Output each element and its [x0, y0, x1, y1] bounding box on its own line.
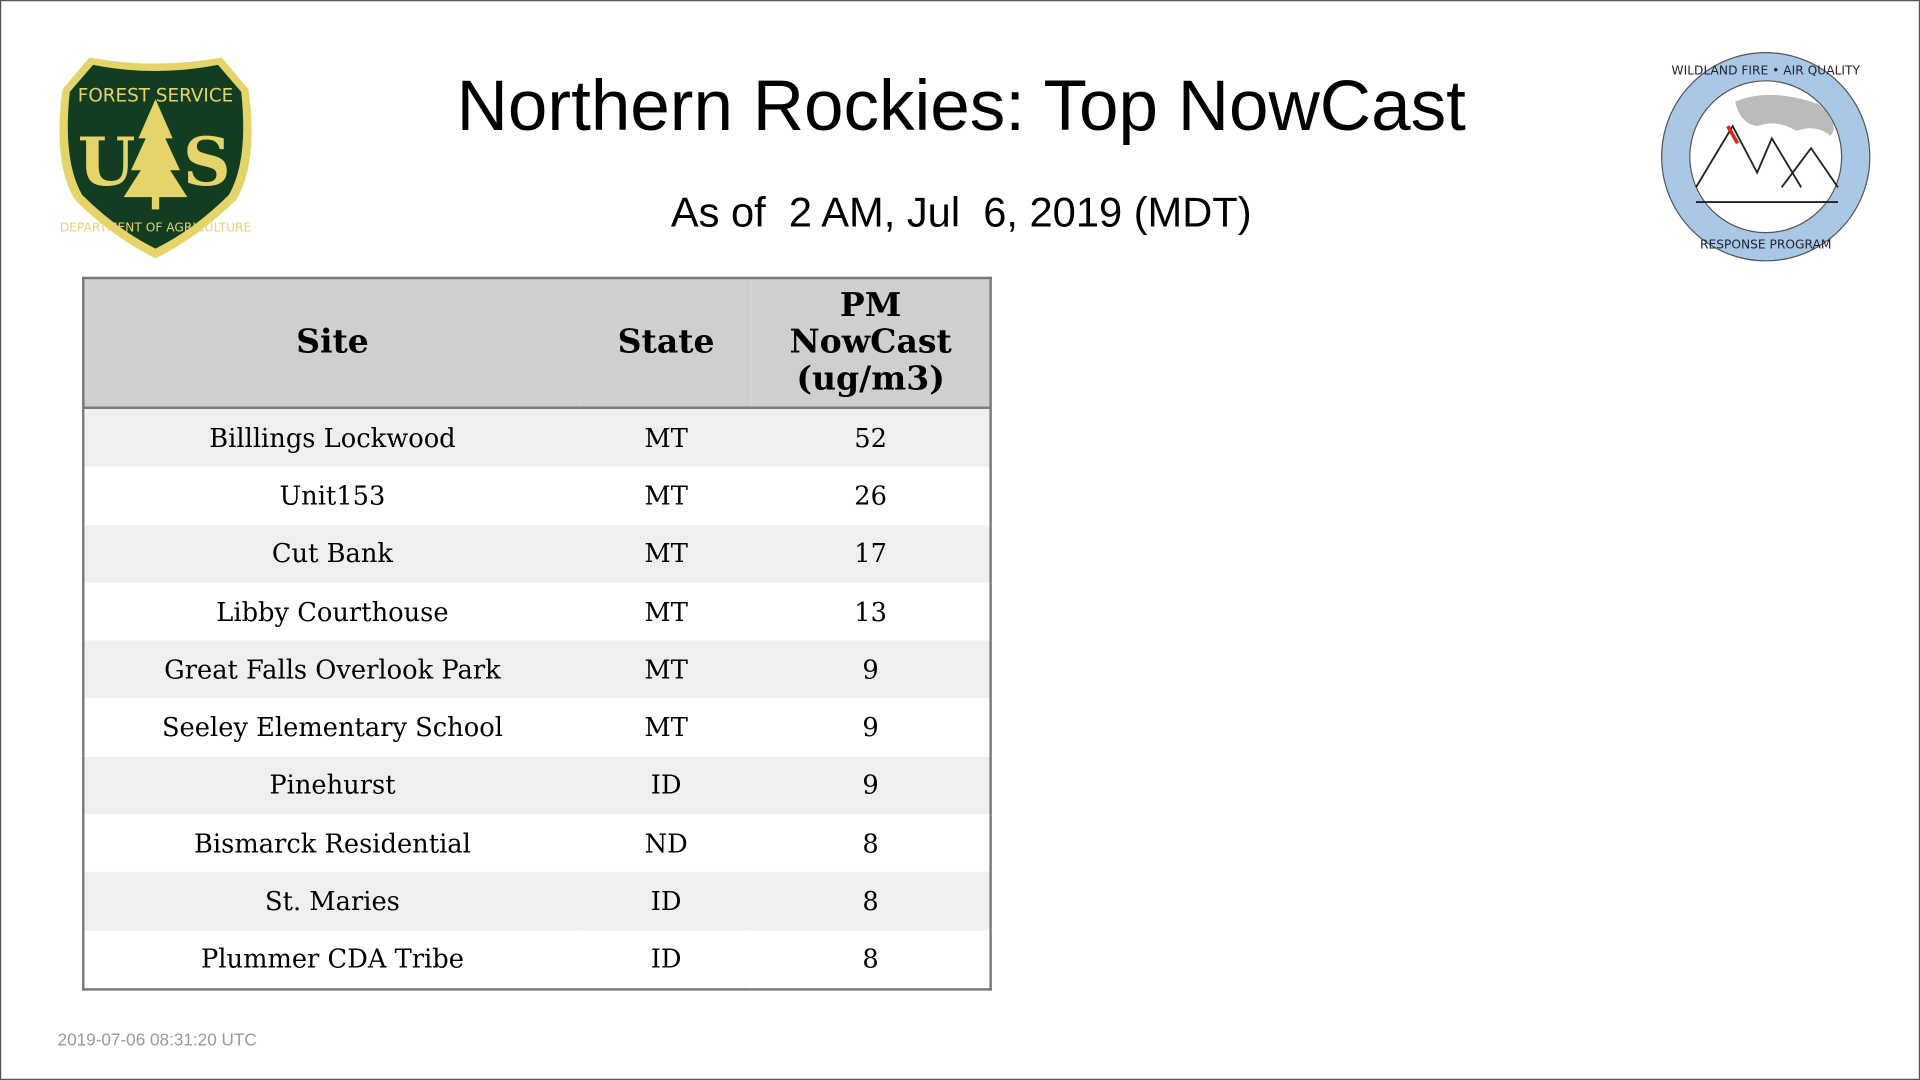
svg-text:S: S — [183, 123, 231, 201]
state-cell: ND — [580, 814, 752, 873]
svg-text:WILDLAND FIRE • AIR QUALITY: WILDLAND FIRE • AIR QUALITY — [1672, 64, 1861, 78]
site-cell: Great Falls Overlook Park — [83, 640, 581, 699]
forest-service-logo: FOREST SERVICE U S DEPARTMENT OF AGRICUL… — [59, 57, 252, 259]
site-cell: Libby Courthouse — [83, 582, 581, 641]
table-row: Bismarck Residential ND 8 — [83, 814, 991, 873]
state-cell: ID — [580, 872, 752, 931]
page-subtitle: As of 2 AM, Jul 6, 2019 (MDT) — [670, 189, 1252, 237]
generated-timestamp: 2019-07-06 08:31:20 UTC — [57, 1029, 257, 1050]
state-cell: MT — [580, 524, 752, 583]
pm-nowcast-cell: 9 — [751, 698, 991, 757]
state-cell: MT — [580, 582, 752, 641]
svg-text:DEPARTMENT OF AGRICULTURE: DEPARTMENT OF AGRICULTURE — [60, 220, 252, 234]
site-cell: Seeley Elementary School — [83, 698, 581, 757]
state-cell: ID — [580, 930, 752, 990]
pm-nowcast-cell: 9 — [751, 640, 991, 699]
state-cell: MT — [580, 698, 752, 757]
site-cell: Cut Bank — [83, 524, 581, 583]
table-row: Cut Bank MT 17 — [83, 524, 991, 583]
site-cell: St. Maries — [83, 872, 581, 931]
pm-nowcast-cell: 8 — [751, 814, 991, 873]
site-cell: Unit153 — [83, 466, 581, 525]
state-cell: MT — [580, 407, 752, 467]
pm-nowcast-cell: 17 — [751, 524, 991, 583]
page-title: Northern Rockies: Top NowCast — [456, 66, 1466, 146]
wildland-fire-logo: WILDLAND FIRE • AIR QUALITY RESPONSE PRO… — [1661, 52, 1871, 262]
table-row: Great Falls Overlook Park MT 9 — [83, 640, 991, 699]
pm-nowcast-cell: 52 — [751, 407, 991, 467]
state-cell: ID — [580, 756, 752, 815]
table-row: St. Maries ID 8 — [83, 872, 991, 931]
table-row: Pinehurst ID 9 — [83, 756, 991, 815]
table-header-row: Site State PM NowCast (ug/m3) — [83, 277, 991, 409]
table-row: Billlings Lockwood MT 52 — [83, 407, 991, 467]
site-cell: Bismarck Residential — [83, 814, 581, 873]
table-row: Unit153 MT 26 — [83, 466, 991, 525]
site-cell: Billlings Lockwood — [83, 407, 581, 467]
pm-nowcast-cell: 26 — [751, 466, 991, 525]
column-header-pm-nowcast: PM NowCast (ug/m3) — [751, 277, 991, 409]
column-header-site: Site — [83, 277, 581, 409]
svg-text:FOREST SERVICE: FOREST SERVICE — [78, 86, 233, 107]
pm-nowcast-cell: 13 — [751, 582, 991, 641]
state-cell: MT — [580, 640, 752, 699]
table-row: Libby Courthouse MT 13 — [83, 582, 991, 641]
svg-text:U: U — [78, 123, 136, 201]
pm-nowcast-cell: 8 — [751, 930, 991, 990]
site-cell: Pinehurst — [83, 756, 581, 815]
pm-nowcast-cell: 8 — [751, 872, 991, 931]
table-row: Plummer CDA Tribe ID 8 — [83, 930, 991, 990]
site-cell: Plummer CDA Tribe — [83, 930, 581, 990]
svg-text:RESPONSE PROGRAM: RESPONSE PROGRAM — [1700, 238, 1831, 252]
nowcast-table: Site State PM NowCast (ug/m3) Billlings … — [82, 276, 992, 991]
table-row: Seeley Elementary School MT 9 — [83, 698, 991, 757]
state-cell: MT — [580, 466, 752, 525]
column-header-state: State — [580, 277, 752, 409]
pm-nowcast-cell: 9 — [751, 756, 991, 815]
